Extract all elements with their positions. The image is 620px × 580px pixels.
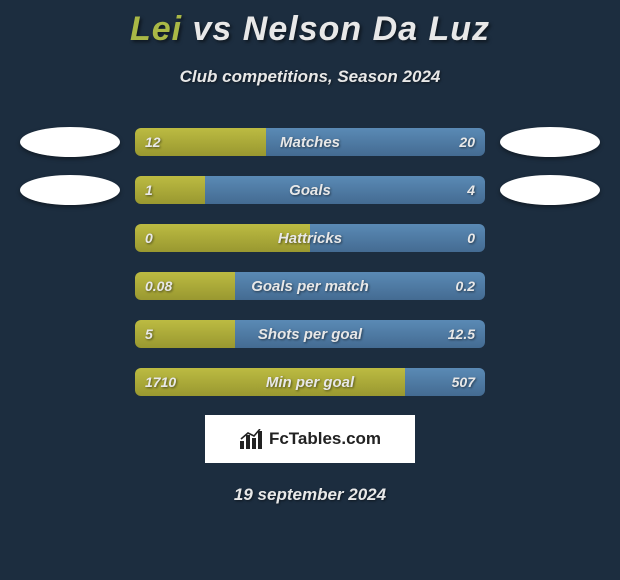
right-value: 12.5 (448, 326, 475, 342)
stat-row: 1710507Min per goal (0, 367, 620, 397)
right-value: 0 (467, 230, 475, 246)
bar-right-segment: 20 (266, 128, 485, 156)
bar-right-segment: 0 (310, 224, 485, 252)
right-value: 20 (459, 134, 475, 150)
bar-left-segment: 1710 (135, 368, 405, 396)
stat-row: 1220Matches (0, 127, 620, 157)
stat-row: 00Hattricks (0, 223, 620, 253)
bar-right-segment: 507 (405, 368, 485, 396)
stat-bar: 00Hattricks (135, 224, 485, 252)
stat-bar: 14Goals (135, 176, 485, 204)
stat-row: 14Goals (0, 175, 620, 205)
right-value: 0.2 (456, 278, 475, 294)
right-value: 4 (467, 182, 475, 198)
bar-left-segment: 5 (135, 320, 235, 348)
bar-right-segment: 4 (205, 176, 485, 204)
bar-left-segment: 1 (135, 176, 205, 204)
stat-bar: 1710507Min per goal (135, 368, 485, 396)
stat-bar: 512.5Shots per goal (135, 320, 485, 348)
stat-bar: 1220Matches (135, 128, 485, 156)
left-value: 5 (145, 326, 153, 342)
subtitle: Club competitions, Season 2024 (0, 67, 620, 87)
right-value: 507 (452, 374, 475, 390)
logo-text: FcTables.com (269, 429, 381, 449)
logo-box: FcTables.com (205, 415, 415, 463)
left-oval (20, 175, 120, 205)
bar-right-segment: 0.2 (235, 272, 485, 300)
player2-name: Nelson Da Luz (243, 10, 490, 48)
left-value: 1710 (145, 374, 176, 390)
left-value: 1 (145, 182, 153, 198)
bar-left-segment: 12 (135, 128, 266, 156)
title-vs: vs (193, 10, 233, 48)
right-oval (500, 175, 600, 205)
player1-name: Lei (130, 10, 182, 48)
left-value: 12 (145, 134, 161, 150)
page-title: Lei vs Nelson Da Luz (0, 10, 620, 49)
left-value: 0.08 (145, 278, 172, 294)
comparison-infographic: Lei vs Nelson Da Luz Club competitions, … (0, 0, 620, 505)
bar-left-segment: 0 (135, 224, 310, 252)
stat-row: 0.080.2Goals per match (0, 271, 620, 301)
stat-row: 512.5Shots per goal (0, 319, 620, 349)
stat-bar: 0.080.2Goals per match (135, 272, 485, 300)
stats-chart: 1220Matches14Goals00Hattricks0.080.2Goal… (0, 127, 620, 397)
right-oval (500, 127, 600, 157)
footer-date: 19 september 2024 (0, 485, 620, 505)
bar-chart-icon (239, 429, 263, 449)
bar-right-segment: 12.5 (235, 320, 485, 348)
bar-left-segment: 0.08 (135, 272, 235, 300)
left-oval (20, 127, 120, 157)
left-value: 0 (145, 230, 153, 246)
